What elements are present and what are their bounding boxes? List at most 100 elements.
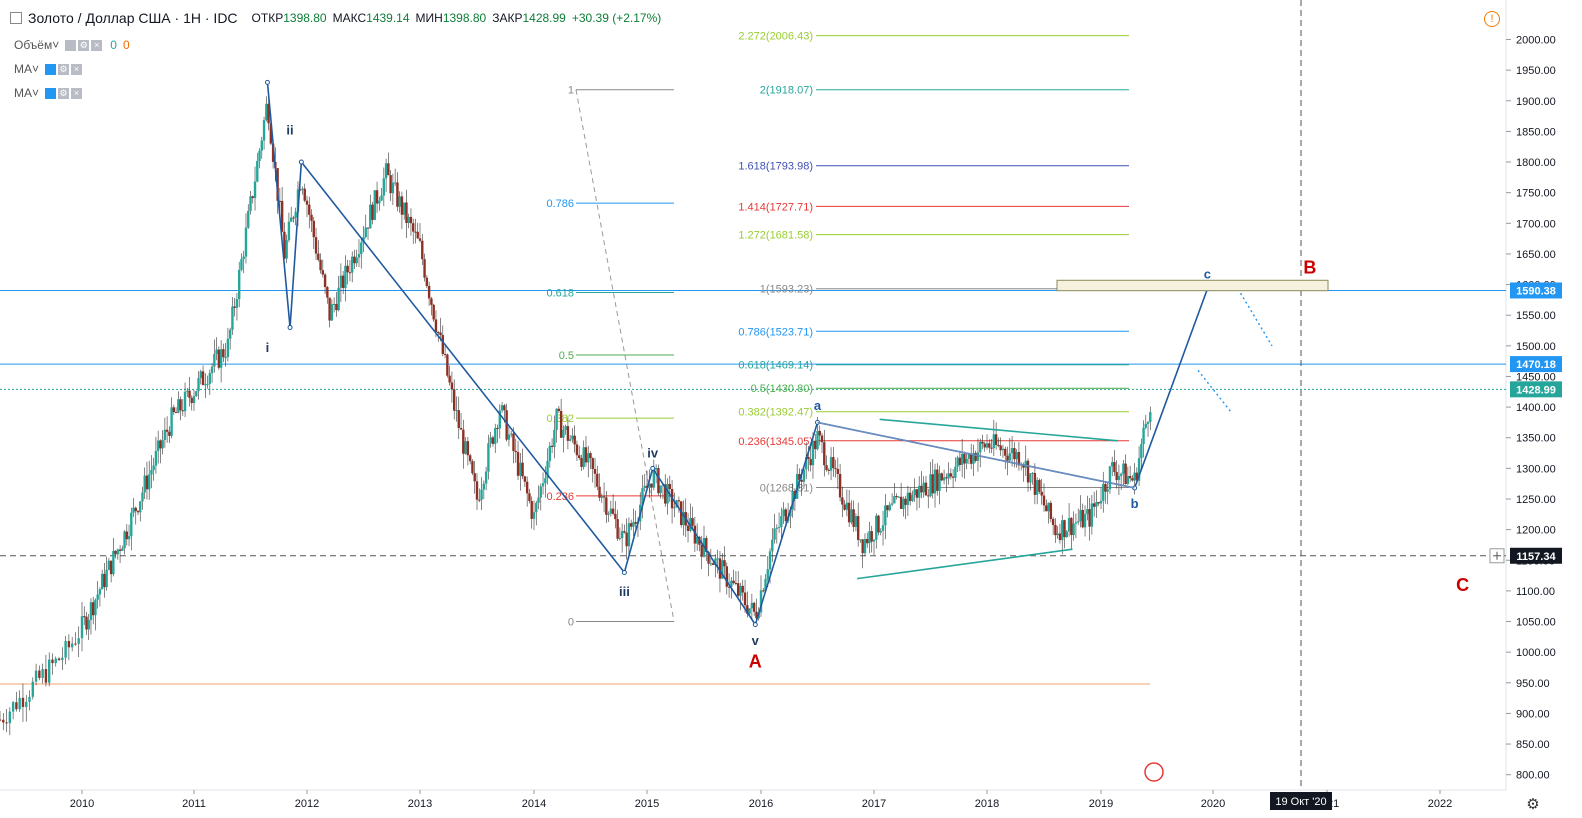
candle-body bbox=[251, 196, 254, 199]
candle-body bbox=[566, 426, 570, 441]
close-value: 1428.99 bbox=[522, 11, 566, 25]
candle-body bbox=[471, 461, 474, 474]
candle-body bbox=[210, 366, 214, 374]
candle-body bbox=[1051, 518, 1055, 525]
symbol-title[interactable]: Золото / Доллар США · 1Н · IDC bbox=[28, 10, 238, 26]
candles bbox=[0, 96, 1152, 736]
eye-icon[interactable] bbox=[65, 39, 77, 51]
gear-icon[interactable]: ⚙ bbox=[58, 63, 70, 75]
candle-body bbox=[791, 491, 794, 510]
candle-body bbox=[319, 259, 322, 271]
candle-body bbox=[886, 505, 889, 511]
y-tick-label: 1650.00 bbox=[1516, 249, 1556, 261]
candle-body bbox=[609, 508, 613, 514]
candle-body bbox=[616, 519, 619, 539]
candle-body bbox=[705, 538, 708, 552]
candle-body bbox=[777, 527, 781, 529]
candle-body bbox=[199, 371, 202, 379]
candle-body bbox=[1022, 464, 1025, 468]
date-label: 19 Окт '20 bbox=[1275, 796, 1326, 808]
indicator-ma-1[interactable]: MA ˅ ⚙ × bbox=[14, 62, 84, 76]
candle-body bbox=[600, 496, 603, 498]
candle-body bbox=[881, 525, 885, 531]
candle-body bbox=[954, 466, 957, 478]
candle-body bbox=[677, 500, 681, 502]
indicator-volume[interactable]: Объём ˅ ⚙ × 0 0 bbox=[14, 38, 130, 52]
high-label: МАКС bbox=[332, 11, 367, 25]
candle-body bbox=[1070, 517, 1073, 536]
eye-icon[interactable] bbox=[45, 87, 57, 99]
candle-body bbox=[265, 103, 268, 121]
candle-body bbox=[711, 563, 715, 565]
candle-body bbox=[262, 120, 266, 141]
candle-body bbox=[951, 476, 955, 478]
candle-body bbox=[521, 462, 524, 477]
close-icon[interactable]: × bbox=[71, 87, 83, 99]
candle-body bbox=[634, 522, 637, 524]
candle-body bbox=[841, 497, 844, 505]
candle-body bbox=[92, 602, 95, 616]
candle-body bbox=[979, 441, 982, 453]
close-icon[interactable]: × bbox=[91, 39, 103, 51]
candle-body bbox=[759, 590, 763, 613]
candle-body bbox=[206, 383, 209, 385]
indicator-value: 0 bbox=[110, 38, 117, 52]
eye-icon[interactable] bbox=[45, 63, 57, 75]
candle-body bbox=[535, 502, 538, 513]
collapse-icon[interactable] bbox=[10, 12, 22, 24]
candle-body bbox=[285, 240, 288, 259]
candle-body bbox=[877, 515, 880, 533]
exclamation-circle-icon[interactable]: ! bbox=[1484, 11, 1500, 27]
candle-body bbox=[872, 539, 876, 542]
wave-label: ii bbox=[286, 122, 293, 137]
candle-body bbox=[732, 580, 735, 583]
candle-body bbox=[1081, 509, 1084, 528]
candle-body bbox=[441, 335, 444, 354]
candle-body bbox=[482, 483, 486, 490]
candle-body bbox=[752, 602, 756, 612]
candle-body bbox=[942, 477, 946, 481]
indicator-ma-2[interactable]: MA ˅ ⚙ × bbox=[14, 86, 84, 100]
gear-icon[interactable]: ⚙ bbox=[58, 87, 70, 99]
candle-body bbox=[734, 582, 738, 584]
candle-body bbox=[34, 670, 38, 682]
candle-body bbox=[308, 204, 311, 215]
candle-body bbox=[1104, 483, 1107, 492]
candle-body bbox=[1115, 472, 1118, 481]
candle-body bbox=[902, 498, 905, 509]
y-tick-label: 2000.00 bbox=[1516, 35, 1556, 47]
candle-body bbox=[920, 485, 923, 493]
candle-body bbox=[1088, 509, 1091, 527]
candle-body bbox=[28, 696, 31, 702]
wave-label: C bbox=[1456, 575, 1469, 595]
x-tick-label: 2017 bbox=[862, 798, 886, 810]
candle-body bbox=[393, 182, 397, 184]
candle-body bbox=[44, 669, 48, 683]
candle-body bbox=[165, 429, 169, 432]
candle-body bbox=[109, 560, 113, 575]
wave-label: i bbox=[266, 340, 270, 355]
candle-body bbox=[409, 216, 413, 224]
candle-body bbox=[161, 440, 164, 449]
x-tick-label: 2012 bbox=[295, 798, 319, 810]
indicator-value: 0 bbox=[122, 38, 130, 52]
candle-body bbox=[487, 443, 490, 472]
candle-body bbox=[238, 269, 241, 300]
candle-body bbox=[437, 332, 440, 334]
candle-body bbox=[1113, 462, 1116, 473]
candle-body bbox=[1117, 475, 1121, 481]
gear-icon[interactable]: ⚙ bbox=[78, 39, 90, 51]
candle-body bbox=[956, 457, 959, 467]
candle-body bbox=[664, 484, 667, 504]
candle-body bbox=[863, 538, 867, 554]
close-icon[interactable]: × bbox=[71, 63, 83, 75]
x-tick-label: 2015 bbox=[635, 798, 659, 810]
price-label-bg bbox=[1510, 381, 1562, 398]
candle-body bbox=[746, 605, 749, 614]
triangle-support-line bbox=[856, 548, 1073, 580]
candle-body bbox=[947, 473, 950, 479]
candle-body bbox=[450, 382, 454, 390]
candle-body bbox=[112, 550, 115, 575]
candle-body bbox=[764, 578, 767, 591]
